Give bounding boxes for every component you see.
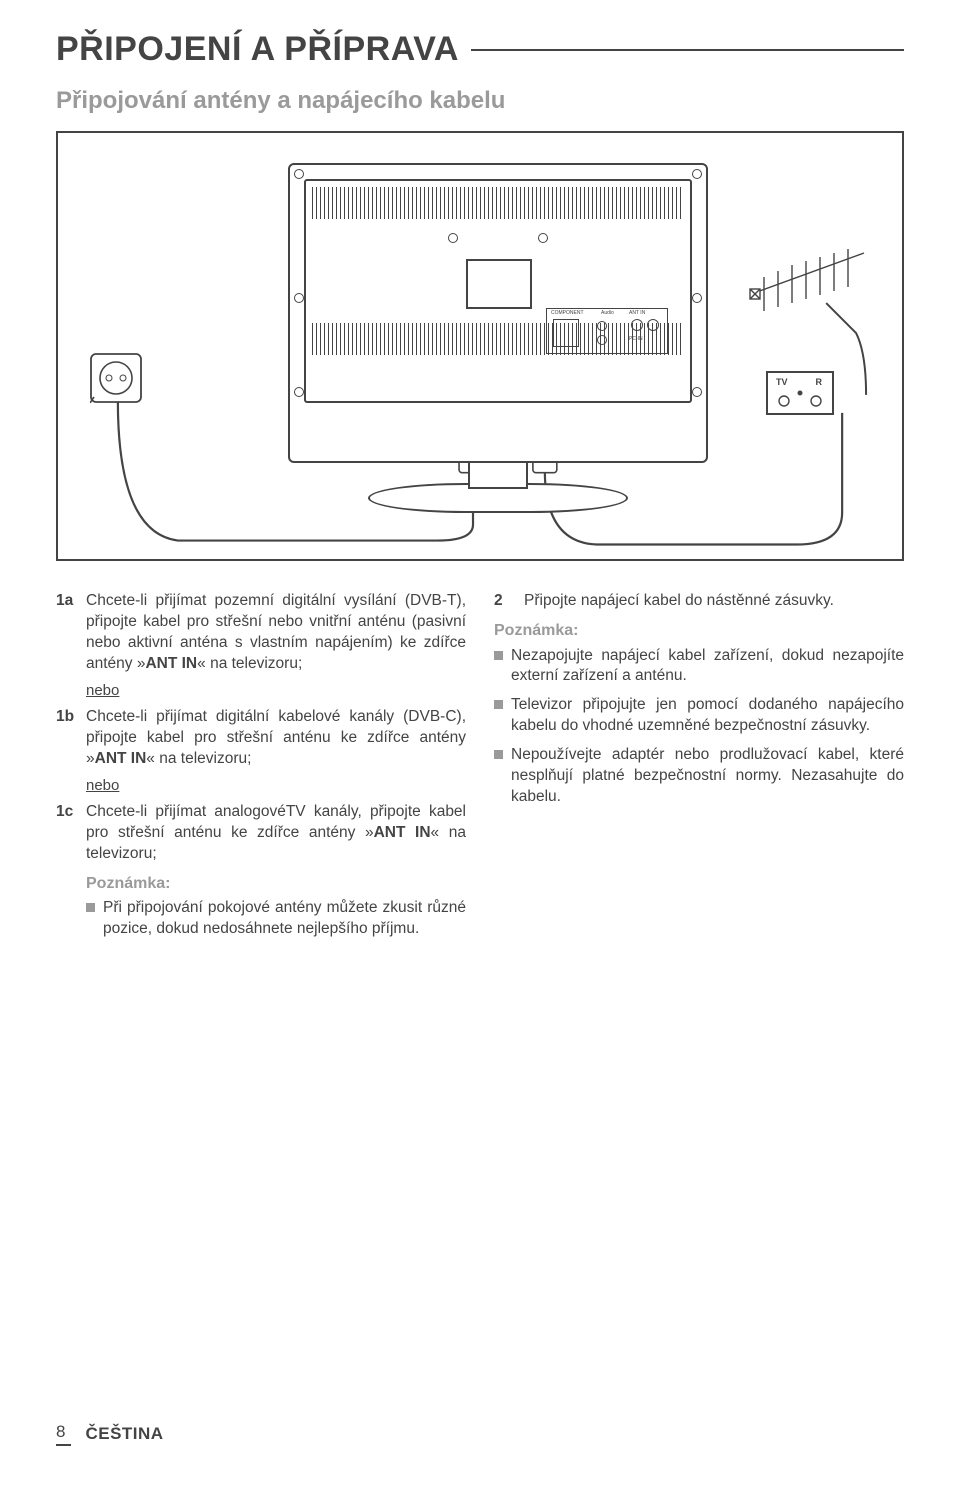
bullet-square-icon: [86, 903, 95, 912]
bullet-square-icon: [494, 651, 503, 660]
right-column: 2 Připojte napájecí kabel do nástěnné zá…: [494, 591, 904, 948]
note-text: Nezapojujte napájecí kabel zařízení, dok…: [511, 646, 904, 688]
port-label: Audio: [601, 311, 614, 316]
note-text: Nepoužívejte adaptér nebo prodlužovací k…: [511, 745, 904, 808]
bullet-square-icon: [494, 750, 503, 759]
language-label: ČEŠTINA: [85, 1424, 163, 1444]
step-number: 1b: [56, 707, 76, 770]
page-footer: 8 ČEŠTINA: [56, 1422, 164, 1446]
antenna-icon: [744, 233, 874, 333]
or-separator: nebo: [86, 776, 466, 796]
tv-rear-illustration: COMPONENT Audio ANT IN PC-IN: [288, 163, 708, 463]
note-heading: Poznámka:: [494, 620, 904, 642]
section-subtitle: Připojování antény a napájecího kabelu: [56, 87, 904, 115]
step-text-end: « na televizoru;: [197, 655, 302, 672]
connection-diagram: COMPONENT Audio ANT IN PC-IN: [56, 131, 904, 561]
step-1b: 1b Chcete-li přijímat digitální kabelové…: [56, 707, 466, 770]
port-label: COMPONENT: [551, 311, 584, 316]
port-label: ANT IN: [629, 311, 645, 316]
step-text-end: « na televizoru;: [146, 750, 251, 767]
note-bullet: Televizor připojujte jen pomocí dodaného…: [494, 695, 904, 737]
note-text: Při připojování pokojové antény můžete z…: [103, 898, 466, 940]
step-number: 1a: [56, 591, 76, 675]
port-label: PC-IN: [629, 337, 643, 342]
left-column: 1a Chcete-li přijímat pozemní digitální …: [56, 591, 466, 948]
step-1a: 1a Chcete-li přijímat pozemní digitální …: [56, 591, 466, 675]
page-number: 8: [56, 1422, 71, 1446]
note-bullet: Nezapojujte napájecí kabel zařízení, dok…: [494, 646, 904, 688]
note-bullet: Nepoužívejte adaptér nebo prodlužovací k…: [494, 745, 904, 808]
wall-jack-icon: TV R: [766, 371, 834, 415]
ant-in-bold: ANT IN: [145, 655, 197, 672]
step-number: 1c: [56, 802, 76, 865]
bullet-square-icon: [494, 700, 503, 709]
note-bullet: Při připojování pokojové antény můžete z…: [86, 898, 466, 940]
step-2: 2 Připojte napájecí kabel do nástěnné zá…: [494, 591, 904, 612]
wall-outlet-icon: [90, 353, 142, 403]
or-separator: nebo: [86, 681, 466, 701]
step-1c: 1c Chcete-li přijímat analogovéTV kanály…: [56, 802, 466, 865]
step-text: Připojte napájecí kabel do nástěnné zásu…: [524, 591, 904, 612]
ant-in-bold: ANT IN: [374, 824, 431, 841]
section-title: PŘIPOJENÍ A PŘÍPRAVA: [56, 30, 459, 69]
note-text: Televizor připojujte jen pomocí dodaného…: [511, 695, 904, 737]
step-number: 2: [494, 591, 514, 612]
title-rule: [471, 49, 904, 51]
note-heading: Poznámka:: [86, 873, 466, 895]
ant-in-bold: ANT IN: [95, 750, 147, 767]
